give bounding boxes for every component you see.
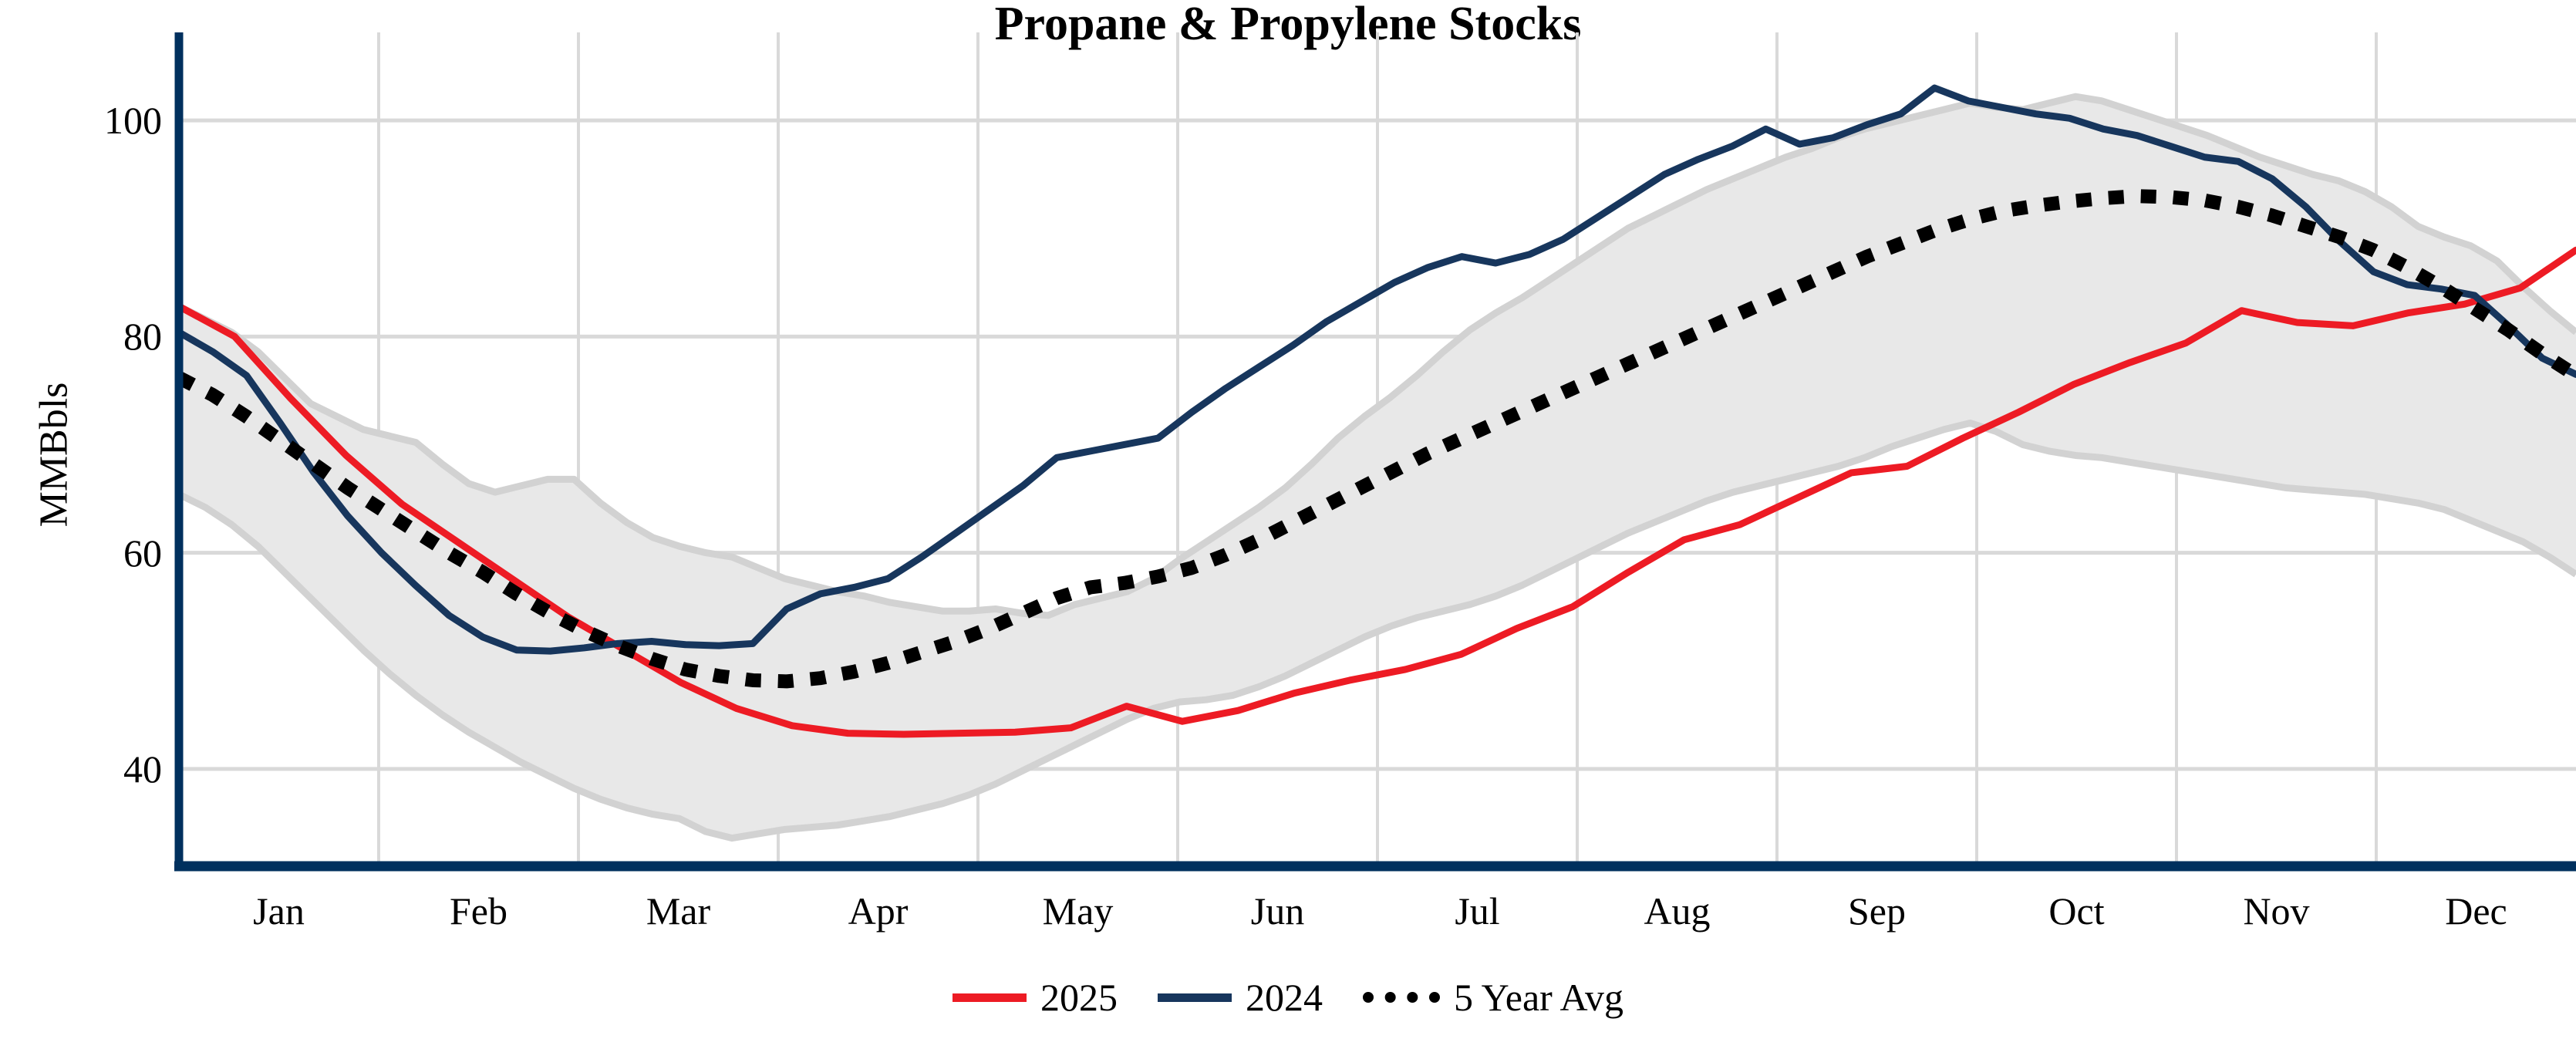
y-axis-tick-label: 40 [123, 747, 162, 791]
legend-label-2024: 2024 [1246, 976, 1323, 1019]
legend-swatch-2024-icon [1158, 993, 1232, 1002]
x-axis-tick-label-jun: Jun [1250, 889, 1305, 933]
x-axis-tick-label-apr: Apr [848, 889, 909, 933]
x-axis-tick-label-oct: Oct [2048, 889, 2105, 933]
chart-legend: 2025 2024 5 Year Avg [0, 978, 2576, 1017]
x-axis-tick-label-mar: Mar [646, 889, 711, 933]
series-line-2024 [175, 84, 2576, 655]
x-axis-tick-label-aug: Aug [1644, 889, 1711, 933]
x-axis-tick-label-jul: Jul [1455, 889, 1500, 933]
legend-item-2024[interactable]: 2024 [1158, 978, 1323, 1017]
series-line-2025 [175, 246, 2576, 738]
x-axis-tick-label-may: May [1042, 889, 1114, 933]
y-axis-tick-label: 100 [104, 99, 162, 143]
x-axis-tick-label-jan: Jan [253, 889, 305, 933]
x-axis-tick-label-sep: Sep [1848, 889, 1906, 933]
legend-swatch-2025-icon [953, 993, 1027, 1002]
x-axis-tick-label-feb: Feb [450, 889, 507, 933]
five-year-range-upper-edge [177, 93, 2576, 619]
five-year-range-lower-edge [177, 419, 2576, 842]
five-year-range-band [179, 96, 2576, 838]
y-axis-tick-label: 80 [123, 315, 162, 359]
x-axis-tick-label-dec: Dec [2445, 889, 2507, 933]
legend-item-5-year-avg[interactable]: 5 Year Avg [1363, 978, 1623, 1017]
legend-item-2025[interactable]: 2025 [953, 978, 1118, 1017]
series-line-5-year-avg [175, 189, 2576, 689]
y-axis-tick-label: 60 [123, 531, 162, 575]
legend-swatch-5-year-avg-icon [1363, 992, 1441, 1003]
y-axis-ticks: 40 60 80 100 [31, 0, 162, 1049]
x-axis-tick-label-nov: Nov [2243, 889, 2310, 933]
legend-label-2025: 2025 [1040, 976, 1118, 1019]
page-title: Propane & Propylene Stocks [994, 0, 1582, 50]
legend-label-5-year-avg: 5 Year Avg [1454, 976, 1623, 1019]
